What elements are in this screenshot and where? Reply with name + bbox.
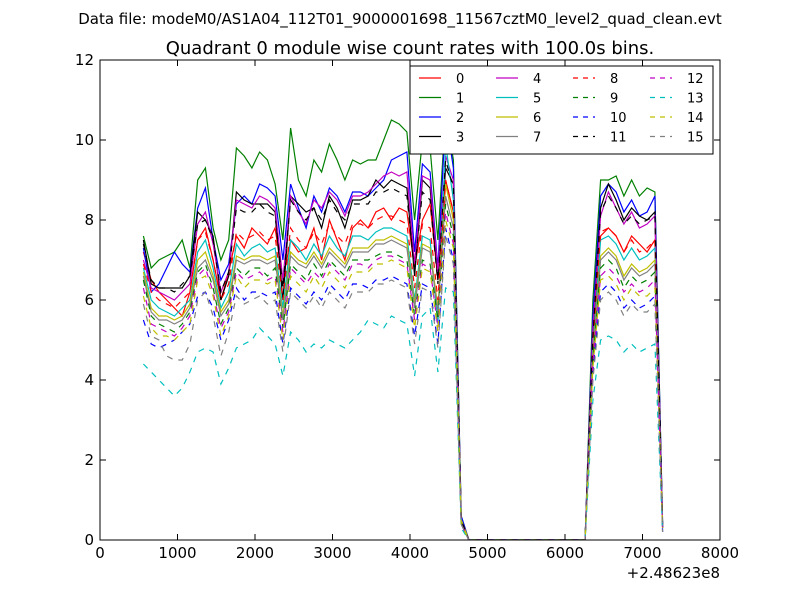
y-tick-label: 10 <box>75 131 94 149</box>
axes: 0 1000 2000 3000 4000 5000 6000 7000 80000246810… <box>75 51 739 562</box>
legend-label-5: 5 <box>533 92 541 107</box>
legend-label-2: 2 <box>456 111 464 126</box>
legend-box <box>409 65 714 155</box>
y-tick-label: 6 <box>84 291 94 309</box>
series-line-6 <box>142 183 664 540</box>
x-tick-label: 2000 <box>236 544 274 562</box>
x-tick-label: 3000 <box>313 544 351 562</box>
y-tick-label: 0 <box>84 531 94 549</box>
series-line-13 <box>142 287 664 540</box>
legend-label-15: 15 <box>687 131 704 146</box>
x-tick-label: 5000 <box>468 544 506 562</box>
chart-title: Quadrant 0 module wise count rates with … <box>166 38 655 59</box>
legend-label-7: 7 <box>533 131 541 146</box>
x-tick-label: 1000 <box>158 544 196 562</box>
legend-label-13: 13 <box>687 92 704 107</box>
figure-suptitle: Data file: modeM0/AS1A04_112T01_90000016… <box>78 10 722 29</box>
series-line-5 <box>142 143 664 540</box>
legend-label-3: 3 <box>456 131 464 146</box>
legend-label-9: 9 <box>610 92 618 107</box>
series-layer <box>142 111 664 540</box>
x-tick-label: 8000 <box>701 544 739 562</box>
legend-label-14: 14 <box>687 111 704 126</box>
series-line-4 <box>142 155 664 540</box>
y-tick-label: 4 <box>84 371 94 389</box>
series-line-8 <box>142 179 664 540</box>
y-tick-label: 2 <box>84 451 94 469</box>
legend-label-8: 8 <box>610 72 618 87</box>
legend-label-0: 0 <box>456 72 464 87</box>
legend-label-6: 6 <box>533 111 541 126</box>
y-tick-label: 12 <box>75 51 94 69</box>
series-line-2 <box>142 115 664 540</box>
x-tick-label: 7000 <box>623 544 661 562</box>
series-line-11 <box>142 159 664 540</box>
legend-label-10: 10 <box>610 111 627 126</box>
x-offset-label: +2.48623e8 <box>627 564 720 582</box>
series-line-12 <box>142 211 664 540</box>
x-tick-label: 0 <box>95 544 105 562</box>
series-line-1 <box>142 111 664 540</box>
x-tick-label: 4000 <box>391 544 429 562</box>
legend-label-1: 1 <box>456 92 464 107</box>
series-line-9 <box>142 203 664 540</box>
series-line-7 <box>142 195 664 540</box>
y-tick-label: 8 <box>84 211 94 229</box>
series-line-14 <box>142 219 664 540</box>
legend-label-12: 12 <box>687 72 704 87</box>
x-tick-label: 6000 <box>546 544 584 562</box>
legend-label-4: 4 <box>533 72 541 87</box>
series-line-15 <box>142 235 664 540</box>
legend-label-11: 11 <box>610 131 627 146</box>
